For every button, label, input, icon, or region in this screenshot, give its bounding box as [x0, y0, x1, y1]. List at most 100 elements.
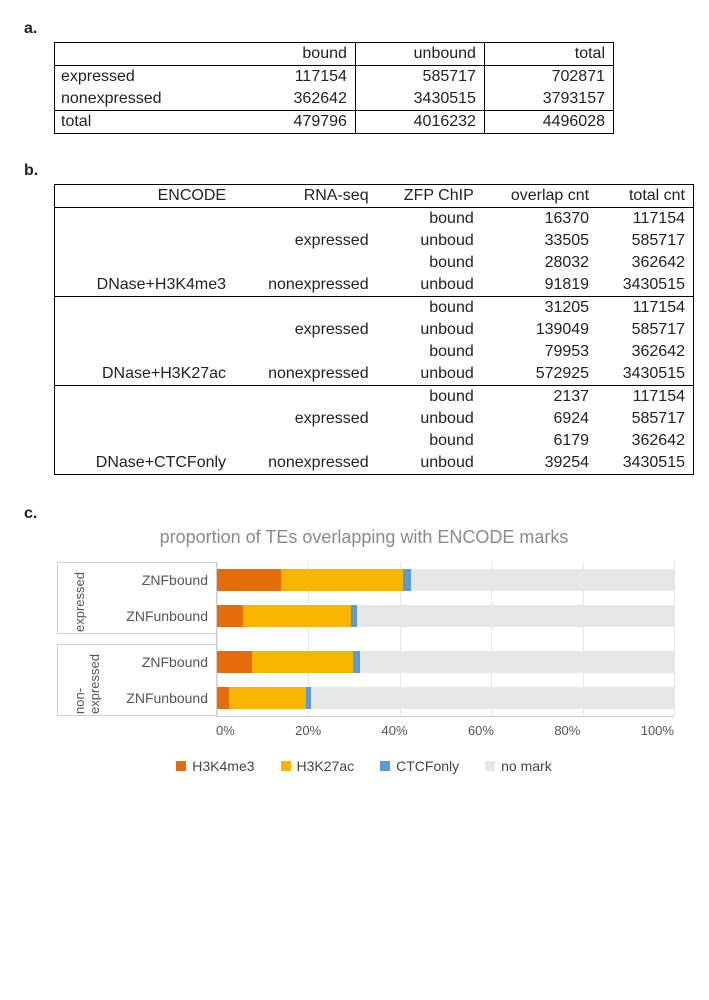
table-b-h1: RNA-seq: [234, 185, 377, 208]
chart-bar-segment: [281, 569, 403, 591]
chart-xtick-label: 100%: [641, 723, 674, 738]
table-b-cell: [55, 208, 235, 231]
table-b-cell: [55, 341, 235, 363]
chart-c-legend: H3K4me3 H3K27ac CTCFonly no mark: [54, 758, 674, 774]
table-a-row2-total: 4496028: [484, 111, 613, 134]
table-b-cell: 91819: [482, 274, 597, 297]
table-b-cell: [234, 386, 377, 409]
chart-xtick-label: 40%: [382, 723, 408, 738]
table-b-cell: 16370: [482, 208, 597, 231]
table-b-cell: expressed: [234, 319, 377, 341]
table-b-cell: [234, 341, 377, 363]
table-a-header-blank: [55, 43, 242, 66]
table-b-cell: 6924: [482, 408, 597, 430]
table-a-header-unbound: unbound: [355, 43, 484, 66]
chart-bar-segment: [311, 687, 674, 709]
table-b-h3: overlap cnt: [482, 185, 597, 208]
table-b-cell: 585717: [597, 408, 693, 430]
table-b-cell: 117154: [597, 386, 693, 409]
chart-bar-row: [217, 644, 674, 680]
table-b-cell: unboud: [377, 408, 482, 430]
chart-bar-segment: [217, 651, 252, 673]
table-b-cell: 31205: [482, 297, 597, 320]
table-b-cell: [55, 297, 235, 320]
legend-label: H3K27ac: [297, 758, 355, 774]
panel-c-label: c.: [24, 505, 685, 523]
table-a-row2-bound: 479796: [242, 111, 356, 134]
chart-xtick-label: 80%: [554, 723, 580, 738]
table-b-cell: DNase+CTCFonly: [55, 452, 235, 475]
chart-bar-segment: [217, 605, 243, 627]
table-b-cell: nonexpressed: [234, 363, 377, 386]
table-b-cell: unboud: [377, 452, 482, 475]
table-b-cell: nonexpressed: [234, 274, 377, 297]
table-b-cell: 2137: [482, 386, 597, 409]
table-b-cell: 117154: [597, 208, 693, 231]
legend-item: H3K27ac: [281, 758, 355, 774]
table-b-cell: 39254: [482, 452, 597, 475]
table-b-cell: 79953: [482, 341, 597, 363]
table-b-cell: 33505: [482, 230, 597, 252]
table-b-cell: [55, 252, 235, 274]
chart-bar-row: [217, 680, 674, 716]
table-b-cell: DNase+H3K4me3: [55, 274, 235, 297]
table-b-cell: 585717: [597, 230, 693, 252]
table-b-cell: unboud: [377, 319, 482, 341]
table-a-row0-total: 702871: [484, 66, 613, 89]
legend-label: CTCFonly: [396, 758, 459, 774]
table-b-cell: 117154: [597, 297, 693, 320]
chart-bar-row: [217, 562, 674, 598]
chart-c: proportion of TEs overlapping with ENCOD…: [54, 527, 674, 774]
legend-swatch: [281, 761, 291, 771]
table-a-header-total: total: [484, 43, 613, 66]
legend-swatch: [176, 761, 186, 771]
table-a-row2-label: total: [55, 111, 242, 134]
chart-bar-segment: [357, 605, 674, 627]
chart-bar-segment: [403, 569, 411, 591]
chart-gridline: [674, 562, 675, 716]
table-a-row1-total: 3793157: [484, 88, 613, 111]
legend-swatch: [380, 761, 390, 771]
chart-bar-segment: [353, 651, 361, 673]
legend-label: H3K4me3: [192, 758, 254, 774]
chart-bar-segment: [243, 605, 351, 627]
table-b-cell: expressed: [234, 230, 377, 252]
table-b-h4: total cnt: [597, 185, 693, 208]
table-b: ENCODE RNA-seq ZFP ChIP overlap cnt tota…: [54, 184, 694, 475]
table-a-row2-unbound: 4016232: [355, 111, 484, 134]
chart-bar-segment: [217, 687, 229, 709]
table-b-cell: [55, 430, 235, 452]
table-a-header-bound: bound: [242, 43, 356, 66]
chart-xtick-label: 0%: [216, 723, 235, 738]
table-b-cell: bound: [377, 252, 482, 274]
legend-swatch: [485, 761, 495, 771]
chart-xtick-label: 20%: [295, 723, 321, 738]
table-a-row1-unbound: 3430515: [355, 88, 484, 111]
table-b-cell: [55, 386, 235, 409]
table-a: bound unbound total expressed 117154 585…: [54, 42, 614, 134]
table-b-h2: ZFP ChIP: [377, 185, 482, 208]
table-b-cell: unboud: [377, 230, 482, 252]
table-b-cell: 3430515: [597, 274, 693, 297]
chart-bar-segment: [360, 651, 674, 673]
table-b-cell: 572925: [482, 363, 597, 386]
chart-bar-segment: [229, 687, 305, 709]
table-b-cell: bound: [377, 297, 482, 320]
chart-group-box: [57, 562, 217, 634]
table-b-cell: bound: [377, 208, 482, 231]
chart-c-title: proportion of TEs overlapping with ENCOD…: [54, 527, 674, 548]
table-b-cell: [234, 252, 377, 274]
table-b-cell: DNase+H3K27ac: [55, 363, 235, 386]
legend-item: CTCFonly: [380, 758, 459, 774]
chart-group-box: [57, 644, 217, 716]
chart-bar-segment: [252, 651, 353, 673]
legend-item: no mark: [485, 758, 552, 774]
legend-label: no mark: [501, 758, 552, 774]
legend-item: H3K4me3: [176, 758, 254, 774]
table-a-row1-bound: 362642: [242, 88, 356, 111]
table-b-cell: bound: [377, 341, 482, 363]
table-b-cell: [55, 230, 235, 252]
table-b-cell: 6179: [482, 430, 597, 452]
table-b-cell: 3430515: [597, 363, 693, 386]
table-b-cell: 139049: [482, 319, 597, 341]
